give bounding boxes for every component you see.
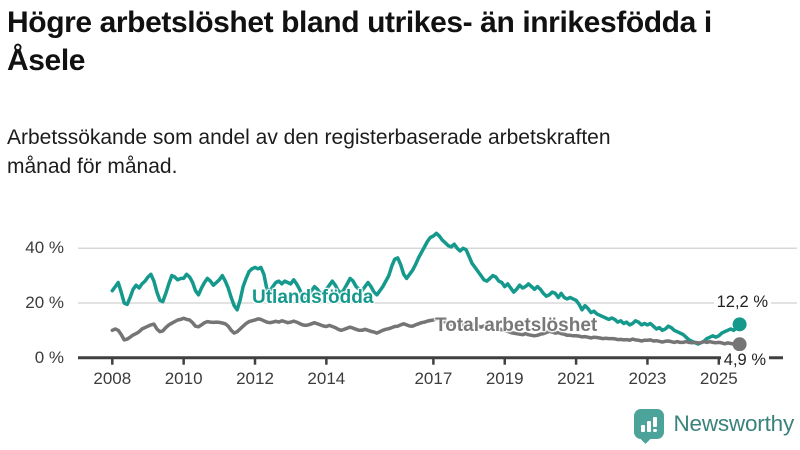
x-tick-label-2017: 2017 (414, 369, 453, 388)
series-line-0 (110, 231, 742, 346)
x-tick-label-2023: 2023 (628, 369, 667, 388)
x-tick-label-2008: 2008 (93, 369, 132, 388)
x-tick-label-2025: 2025 (699, 369, 738, 388)
brand-text: Newsworthy (673, 411, 794, 436)
bar-chart-icon (634, 409, 664, 439)
y-tick-label-20: 20 % (25, 293, 64, 312)
chart-subtitle: Arbetssökande som andel av den registerb… (7, 126, 611, 179)
series-label-total-arbetsloshet: Total arbetslöshet (435, 315, 598, 336)
y-tick-label-40: 40 % (25, 238, 64, 258)
end-value-label-utlandsfodda: 12,2 % (713, 293, 771, 312)
series-line-1 (110, 316, 742, 347)
newsworthy-logo-link[interactable]: Newsworthy (634, 409, 794, 439)
x-tick-label-2014: 2014 (307, 369, 346, 388)
y-tick-label-0: 0 % (34, 347, 64, 367)
x-tick-label-2021: 2021 (557, 369, 595, 388)
chart-title: Högre arbetslöshet bland utrikes- än inr… (7, 6, 712, 78)
x-tick-label-2012: 2012 (236, 369, 274, 388)
newsworthy-logo-mark (634, 409, 665, 439)
series-label-utlandsfodda: Utlandsfödda (252, 287, 374, 308)
series-end-dot-1 (732, 337, 747, 352)
end-value-label-total: 4,9 % (720, 351, 769, 370)
x-tick-label-2010: 2010 (164, 369, 203, 388)
series-end-dot-0 (732, 317, 747, 332)
x-tick-label-2019: 2019 (485, 369, 524, 388)
